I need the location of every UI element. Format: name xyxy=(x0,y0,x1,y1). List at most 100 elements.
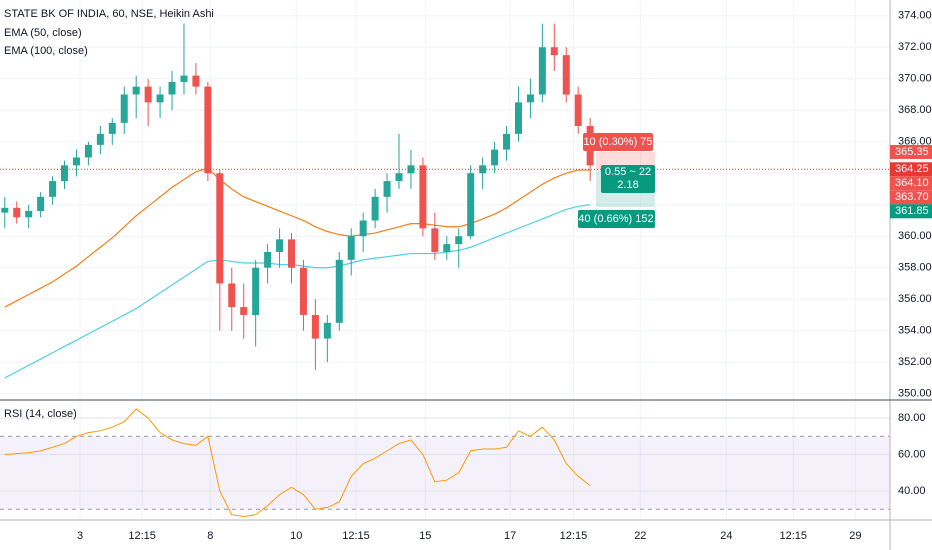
price-tags: 365.35 364.25 364.10 363.70 361.85 xyxy=(890,144,932,219)
candle-body xyxy=(491,149,499,166)
candle-body xyxy=(503,133,511,150)
price-tag-label: 361.85 xyxy=(895,205,929,217)
candle-body xyxy=(108,122,116,134)
x-tick-label: 8 xyxy=(207,530,213,542)
candle-body xyxy=(216,173,224,284)
y-tick-label: 366.00 xyxy=(898,136,932,148)
x-tick-label: 17 xyxy=(504,530,516,542)
x-tick-label: 15 xyxy=(419,530,431,542)
target-label: 2.40 (0.66%) 152.8 xyxy=(569,213,663,225)
candle-body xyxy=(72,157,80,166)
stop-zone xyxy=(596,151,655,170)
candle-body xyxy=(132,86,140,95)
symbol-title: STATE BK OF INDIA, 60, NSE, Heikin Ashi xyxy=(4,8,214,20)
position-tool: 1.10 (0.30%) 75.8 0.55 ~ 222.18 2.40 (0.66… xyxy=(569,133,663,228)
x-tick-label: 10 xyxy=(290,530,302,542)
price-tag-box xyxy=(890,176,932,191)
x-tick-label: 12:15 xyxy=(342,530,370,542)
y-tick-label: 368.00 xyxy=(898,104,932,116)
candle-body xyxy=(347,236,355,260)
price-tag-label: 364.25 xyxy=(895,163,929,175)
rsi-title: RSI (14, close) xyxy=(4,408,77,420)
x-tick-label: 29 xyxy=(849,530,861,542)
candle-body xyxy=(323,322,331,339)
candle-body xyxy=(562,55,570,95)
candle-body xyxy=(228,283,236,308)
y-tick-label: 350.00 xyxy=(898,388,932,400)
x-tick-label: 22 xyxy=(634,530,646,542)
candle-body xyxy=(13,207,21,218)
candle-body xyxy=(37,196,45,212)
y-tick-label: 370.00 xyxy=(898,73,932,85)
price-tag-box xyxy=(890,144,932,159)
candle-body xyxy=(252,267,260,315)
y-tick-label: 80.00 xyxy=(898,412,926,424)
candle-body xyxy=(192,75,200,87)
price-tag-label: 363.70 xyxy=(895,191,929,203)
candle-body xyxy=(431,228,439,252)
candle-body xyxy=(467,173,475,237)
x-tick-label: 12:15 xyxy=(128,530,156,542)
candle-body xyxy=(443,244,451,252)
ratio-label: 0.55 ~ 22 xyxy=(605,166,651,178)
y-tick-label: 356.00 xyxy=(898,293,932,305)
y-tick-label: 60.00 xyxy=(898,448,926,460)
candle-body xyxy=(538,47,546,95)
candle-body xyxy=(526,94,534,103)
x-tick-label: 24 xyxy=(720,530,732,542)
y-tick-label: 40.00 xyxy=(898,485,926,497)
x-tick-label: 3 xyxy=(77,530,83,542)
price-tag-label: 364.10 xyxy=(895,177,929,189)
candle-body xyxy=(1,207,9,213)
candle-body xyxy=(84,144,92,158)
candle-body xyxy=(299,267,307,315)
candle-body xyxy=(359,220,367,237)
candle-body xyxy=(371,196,379,221)
candle-body xyxy=(61,165,69,182)
candle-body xyxy=(407,165,415,174)
ema-line xyxy=(4,167,591,308)
y-tick-label: 372.00 xyxy=(898,41,932,53)
ratio-label-box xyxy=(601,165,655,193)
qty-label: 2.18 xyxy=(617,179,638,191)
candle-body xyxy=(479,165,487,174)
rsi-band xyxy=(0,436,890,510)
candle-body xyxy=(550,47,558,56)
candle-body xyxy=(49,181,57,197)
y-tick-label: 352.00 xyxy=(898,356,932,368)
candle-body xyxy=(335,259,343,323)
candle-body xyxy=(395,173,403,182)
candle-body xyxy=(276,239,284,252)
candle-body xyxy=(419,165,427,229)
stop-label-box xyxy=(583,133,653,151)
candle-body xyxy=(383,181,391,197)
candle-body xyxy=(120,94,128,123)
candle-body xyxy=(240,307,248,315)
candle-body xyxy=(455,236,463,245)
price-tag-label: 365.35 xyxy=(895,146,929,158)
candle-body xyxy=(180,75,188,82)
ema-line xyxy=(4,204,591,379)
y-tick-label: 354.00 xyxy=(898,325,932,337)
target-label-box xyxy=(578,210,655,228)
candle-body xyxy=(204,86,212,174)
stop-label: 1.10 (0.30%) 75.8 xyxy=(574,136,661,148)
price-tag-box xyxy=(890,190,932,205)
candle-body xyxy=(514,102,522,134)
candle-body xyxy=(25,211,33,218)
x-tick-label: 12:15 xyxy=(560,530,588,542)
candle-body xyxy=(311,314,319,339)
rsi-line xyxy=(4,408,591,518)
candle-body xyxy=(144,86,152,103)
legend-ema100: EMA (100, close) xyxy=(4,45,88,57)
candle-body xyxy=(264,251,272,268)
price-tag-box xyxy=(890,204,932,219)
candle-body xyxy=(168,81,176,95)
candle-body xyxy=(574,94,582,126)
price-tag-box xyxy=(890,162,932,177)
x-tick-label: 12:15 xyxy=(779,530,807,542)
y-tick-label: 374.00 xyxy=(898,10,932,22)
